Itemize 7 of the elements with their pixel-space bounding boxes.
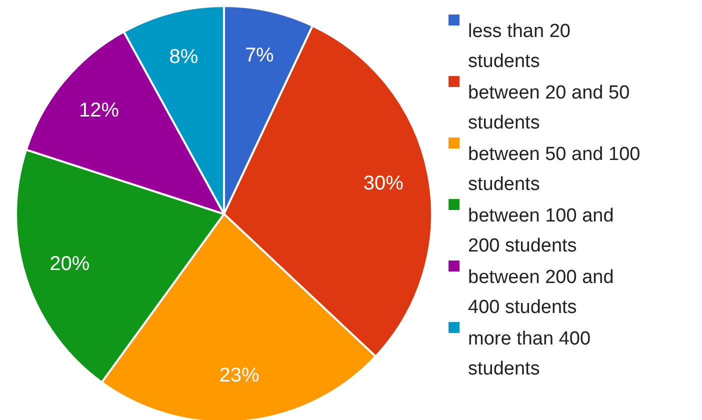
data-label: 23% (219, 364, 260, 387)
legend-label: more than 400 students (468, 328, 591, 380)
data-label: 7% (244, 44, 274, 67)
data-label: 20% (50, 253, 90, 276)
data-label: 8% (169, 46, 198, 68)
data-label: 30% (363, 172, 404, 195)
data-label: 12% (78, 100, 120, 122)
